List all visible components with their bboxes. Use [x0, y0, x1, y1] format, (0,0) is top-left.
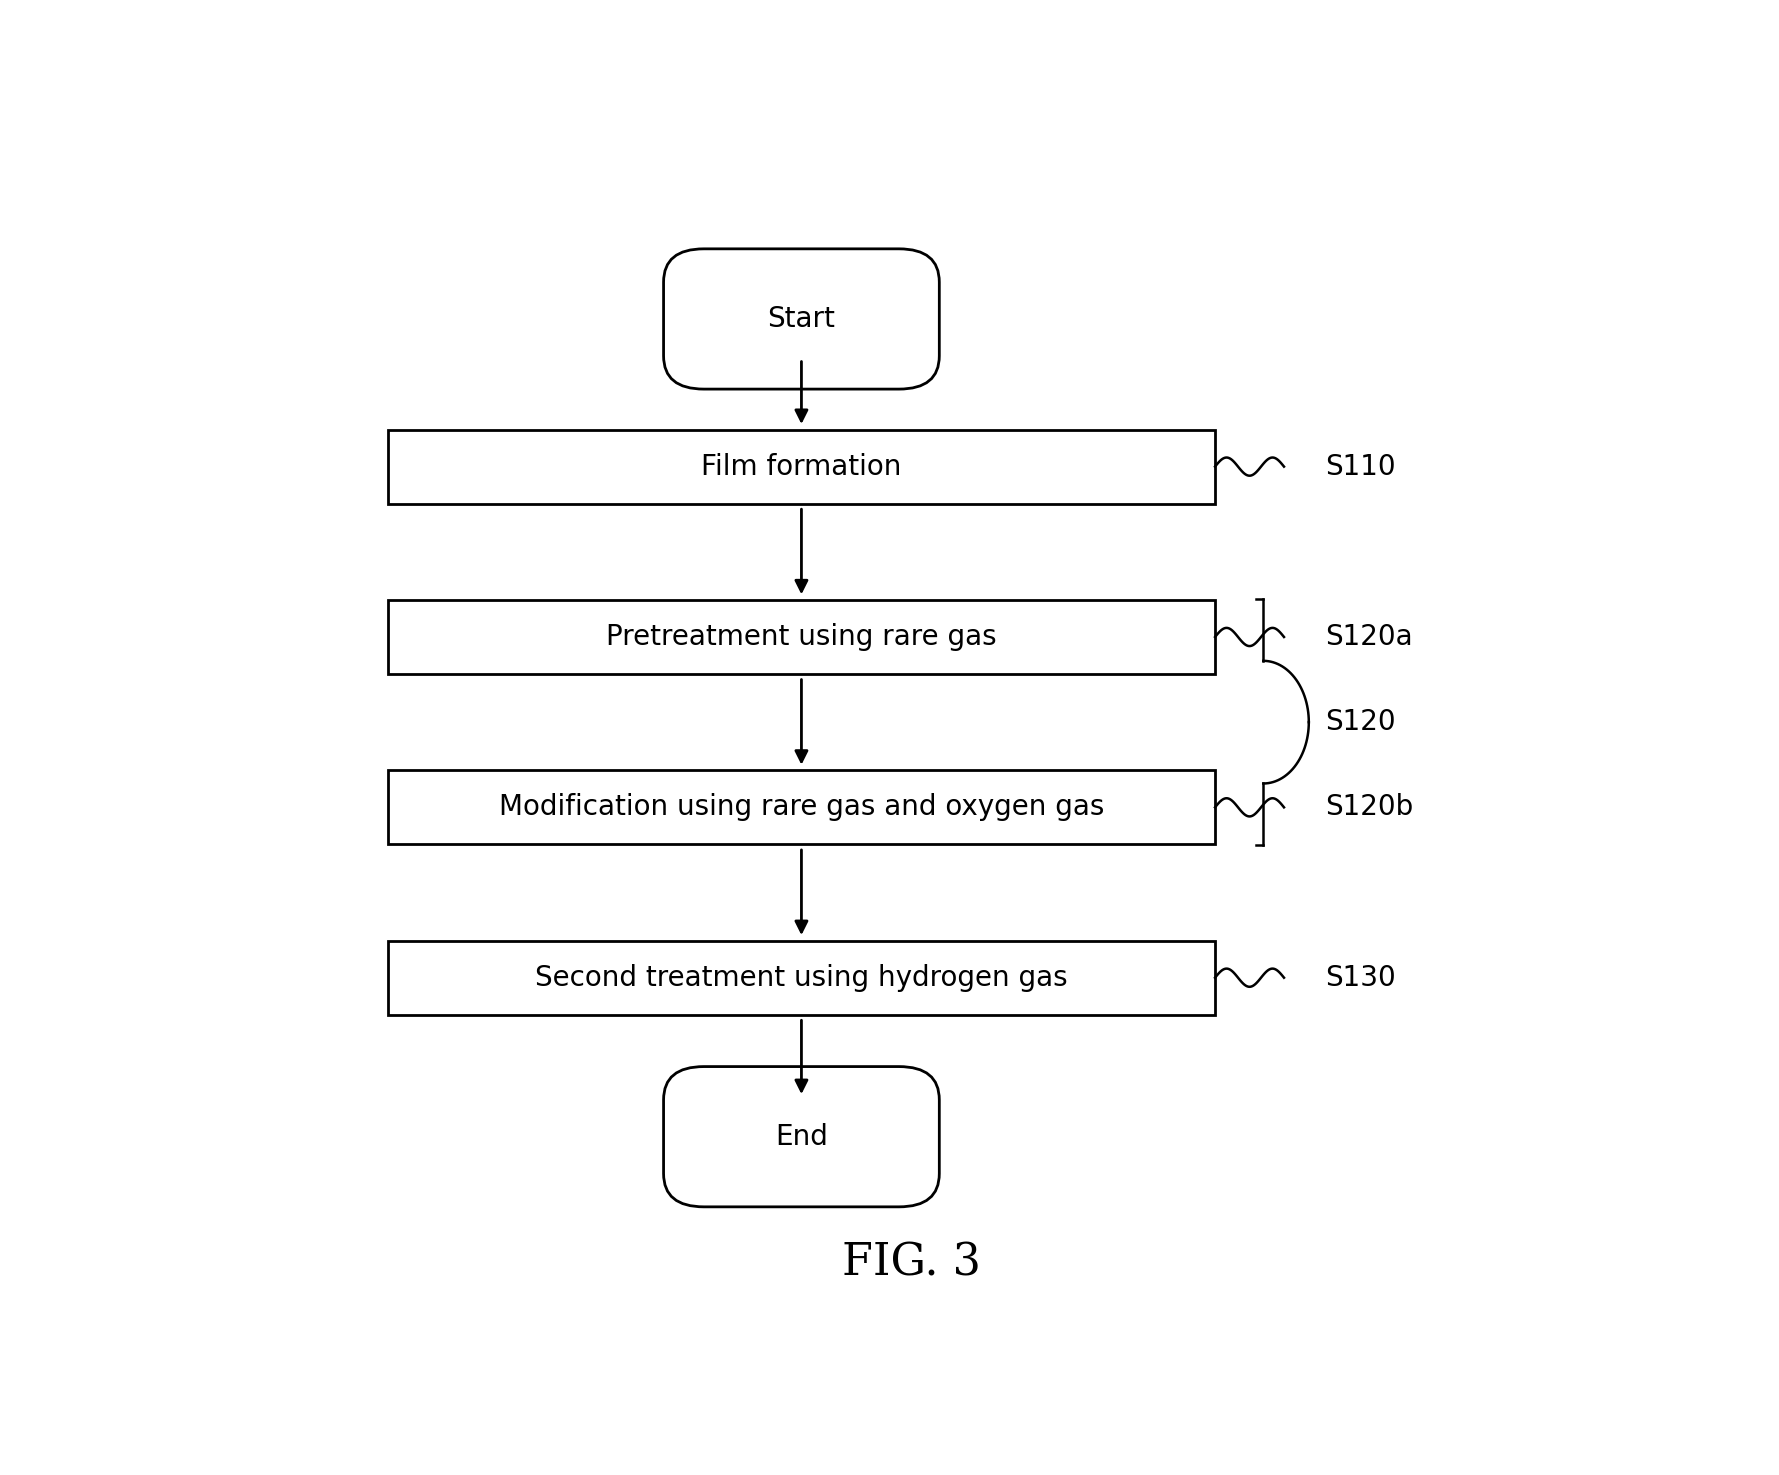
- Text: S120a: S120a: [1325, 622, 1413, 650]
- Text: End: End: [776, 1122, 827, 1150]
- FancyBboxPatch shape: [388, 429, 1215, 503]
- Text: Start: Start: [767, 305, 836, 333]
- Text: Pretreatment using rare gas: Pretreatment using rare gas: [607, 622, 996, 650]
- FancyBboxPatch shape: [664, 249, 939, 389]
- Text: S120: S120: [1325, 708, 1397, 736]
- Text: Second treatment using hydrogen gas: Second treatment using hydrogen gas: [535, 963, 1067, 991]
- FancyBboxPatch shape: [664, 1066, 939, 1207]
- Text: S120b: S120b: [1325, 794, 1414, 822]
- Text: Film formation: Film formation: [701, 453, 902, 481]
- FancyBboxPatch shape: [388, 941, 1215, 1015]
- Text: S110: S110: [1325, 453, 1397, 481]
- Text: S130: S130: [1325, 963, 1397, 991]
- FancyBboxPatch shape: [388, 600, 1215, 674]
- Text: Modification using rare gas and oxygen gas: Modification using rare gas and oxygen g…: [498, 794, 1105, 822]
- Text: FIG. 3: FIG. 3: [841, 1240, 982, 1285]
- FancyBboxPatch shape: [388, 770, 1215, 844]
